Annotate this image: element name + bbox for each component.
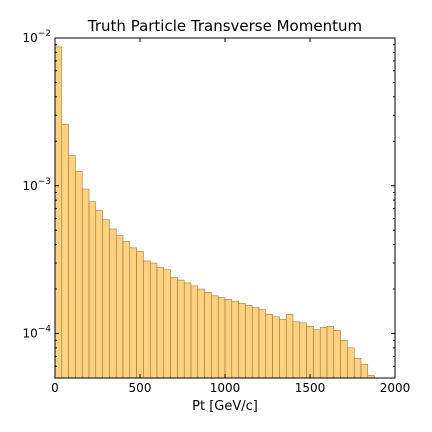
histogram-bar xyxy=(204,292,212,379)
histogram-bar xyxy=(292,321,301,379)
y-tick-label: 10−3 xyxy=(22,177,51,193)
histogram-bar xyxy=(333,330,341,379)
histogram-bar xyxy=(61,124,69,379)
histogram-bar xyxy=(183,282,192,379)
histogram-bar xyxy=(258,309,267,379)
x-tick-label: 0 xyxy=(51,381,59,395)
x-tick-label: 500 xyxy=(129,381,152,395)
y-tick-exponent: −2 xyxy=(38,29,51,39)
histogram-bar xyxy=(81,188,90,379)
histogram-bar xyxy=(190,285,199,379)
histogram-bar xyxy=(319,327,328,379)
x-tick-label: 2000 xyxy=(380,381,411,395)
histogram-bar xyxy=(347,347,355,379)
histogram-bar xyxy=(238,303,246,379)
x-tick-label: 1500 xyxy=(295,381,326,395)
histogram-bar xyxy=(170,277,178,379)
y-tick-label: 10−4 xyxy=(22,325,51,341)
histogram-bar xyxy=(279,318,287,379)
histogram-bar xyxy=(95,210,103,379)
histogram-bar xyxy=(136,251,144,379)
histogram-bar xyxy=(353,358,362,379)
y-axis: 10−410−310−2 xyxy=(22,29,395,379)
histogram-bar xyxy=(102,219,110,379)
x-axis: 0 500 1000 1500 2000 xyxy=(51,38,410,395)
histogram-bar xyxy=(313,329,321,379)
histogram-bar xyxy=(122,241,131,379)
histogram-bar xyxy=(109,228,117,379)
y-tick-label: 10−2 xyxy=(22,29,51,45)
histogram-bar xyxy=(217,297,226,379)
histogram-bar xyxy=(115,235,124,379)
histogram-bar xyxy=(129,247,137,379)
histogram-bar xyxy=(326,325,335,379)
histogram-bar xyxy=(299,322,307,379)
histogram-bar xyxy=(163,269,171,379)
chart-title: Truth Particle Transverse Momentum xyxy=(87,17,362,35)
y-tick-base: 10 xyxy=(22,327,37,341)
histogram-bar xyxy=(360,363,369,379)
histogram-bar xyxy=(75,171,83,379)
histogram-bar xyxy=(88,201,97,379)
y-tick-exponent: −3 xyxy=(38,177,51,187)
y-tick-base: 10 xyxy=(22,179,37,193)
histogram-bar xyxy=(211,295,219,379)
histogram-bar xyxy=(231,301,239,379)
histogram-bar xyxy=(68,155,76,379)
histogram-bar xyxy=(285,314,294,379)
histogram-bar xyxy=(143,260,151,379)
histogram-bar xyxy=(177,279,185,379)
y-tick-exponent: −4 xyxy=(38,325,52,335)
bars-group xyxy=(54,46,375,379)
histogram-bar xyxy=(156,267,165,379)
x-axis-label: Pt [GeV/c] xyxy=(192,399,258,414)
histogram-bar xyxy=(245,305,253,379)
histogram-bar xyxy=(251,307,260,379)
x-tick-label: 1000 xyxy=(210,381,241,395)
y-tick-base: 10 xyxy=(22,31,37,45)
histogram-bar xyxy=(224,299,233,379)
histogram-bar xyxy=(197,288,205,379)
histogram-bar xyxy=(340,340,348,379)
histogram-bar xyxy=(265,314,273,379)
histogram-bar xyxy=(149,262,158,379)
histogram-bar xyxy=(306,325,314,379)
histogram-bar xyxy=(272,316,280,379)
